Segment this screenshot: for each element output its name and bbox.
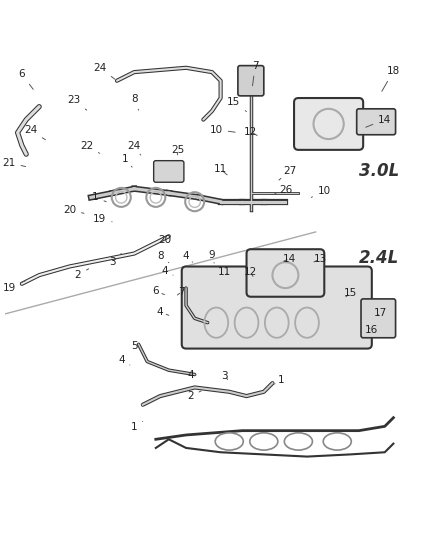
FancyBboxPatch shape	[357, 109, 396, 135]
Text: 5: 5	[131, 342, 141, 351]
Text: 4: 4	[157, 307, 169, 317]
Text: 19: 19	[2, 280, 26, 293]
Text: 3: 3	[222, 371, 228, 381]
Text: 7: 7	[252, 61, 258, 86]
Text: 27: 27	[279, 166, 297, 180]
Text: 20: 20	[158, 235, 171, 245]
Text: 17: 17	[374, 308, 387, 318]
Text: 1: 1	[92, 192, 106, 203]
Text: 12: 12	[244, 127, 258, 137]
Text: 9: 9	[208, 250, 215, 263]
Text: 15: 15	[227, 98, 247, 111]
FancyBboxPatch shape	[154, 160, 184, 182]
Text: 21: 21	[2, 158, 26, 168]
Text: 4: 4	[183, 251, 193, 262]
Text: 24: 24	[127, 141, 141, 155]
Text: 15: 15	[343, 288, 357, 298]
FancyBboxPatch shape	[238, 66, 264, 96]
Text: 19: 19	[93, 214, 112, 224]
Text: 11: 11	[218, 266, 232, 277]
Text: 22: 22	[80, 141, 100, 154]
Text: 1: 1	[122, 154, 132, 167]
FancyBboxPatch shape	[182, 266, 372, 349]
Text: 24: 24	[24, 125, 46, 140]
FancyBboxPatch shape	[247, 249, 324, 297]
Text: 11: 11	[214, 164, 227, 175]
FancyBboxPatch shape	[361, 299, 396, 338]
Text: 8: 8	[157, 251, 169, 263]
Text: 26: 26	[275, 184, 292, 195]
Text: 12: 12	[244, 267, 258, 277]
Text: 25: 25	[171, 145, 184, 155]
Text: 23: 23	[67, 95, 87, 110]
Text: 2.4L: 2.4L	[359, 249, 399, 267]
Text: 6: 6	[152, 286, 164, 296]
Text: 4: 4	[118, 355, 130, 365]
Text: 18: 18	[382, 66, 400, 91]
Text: 20: 20	[63, 205, 84, 215]
Text: 4: 4	[187, 370, 194, 381]
Text: 10: 10	[210, 125, 235, 134]
Text: 14: 14	[283, 254, 297, 264]
Text: 6: 6	[18, 69, 33, 90]
Text: 1: 1	[131, 422, 143, 432]
Text: 13: 13	[313, 254, 327, 264]
Text: 1: 1	[275, 375, 284, 385]
Text: 7: 7	[177, 287, 185, 296]
Text: 3: 3	[110, 254, 121, 267]
Text: 2: 2	[75, 269, 88, 280]
Text: 2: 2	[187, 391, 201, 401]
Text: 4: 4	[161, 266, 173, 276]
Text: 24: 24	[93, 63, 115, 79]
FancyBboxPatch shape	[294, 98, 363, 150]
Text: 14: 14	[366, 115, 392, 127]
Text: 16: 16	[365, 326, 378, 335]
Text: 10: 10	[311, 186, 331, 197]
Text: 3.0L: 3.0L	[359, 163, 399, 181]
Text: 8: 8	[131, 94, 138, 110]
